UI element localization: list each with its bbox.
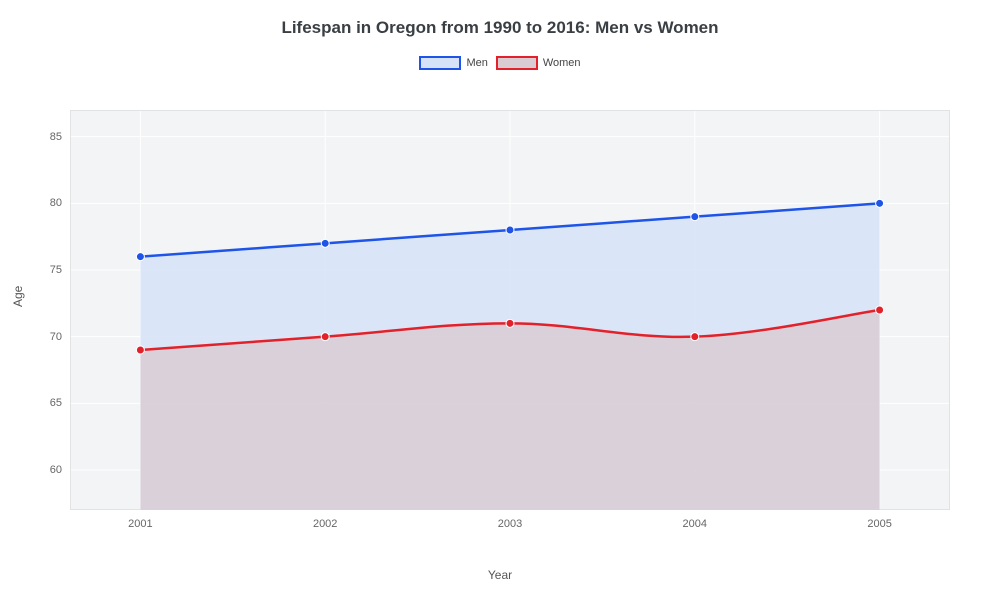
chart-container: Lifespan in Oregon from 1990 to 2016: Me… (0, 0, 1000, 600)
series-marker-1-3[interactable] (691, 333, 699, 341)
plot-svg (70, 110, 950, 510)
series-marker-0-2[interactable] (506, 226, 514, 234)
legend-item-women[interactable]: Women (496, 56, 581, 70)
y-tick-label: 80 (50, 197, 62, 209)
y-axis-label: Age (11, 286, 25, 307)
x-tick-label: 2003 (498, 518, 522, 530)
series-marker-1-2[interactable] (506, 319, 514, 327)
legend-swatch-women (496, 56, 538, 70)
x-axis-label: Year (488, 568, 512, 582)
series-marker-1-0[interactable] (136, 346, 144, 354)
legend-item-men[interactable]: Men (419, 56, 487, 70)
legend-label-women: Women (543, 57, 581, 69)
y-tick-label: 65 (50, 397, 62, 409)
legend: Men Women (0, 56, 1000, 70)
y-tick-label: 85 (50, 131, 62, 143)
series-marker-0-0[interactable] (136, 253, 144, 261)
chart-title: Lifespan in Oregon from 1990 to 2016: Me… (0, 0, 1000, 38)
series-marker-1-4[interactable] (876, 306, 884, 314)
series-marker-0-3[interactable] (691, 213, 699, 221)
legend-swatch-men (419, 56, 461, 70)
plot-area: 60657075808520012002200320042005 (70, 110, 950, 510)
y-tick-label: 70 (50, 331, 62, 343)
x-tick-label: 2001 (128, 518, 152, 530)
legend-label-men: Men (466, 57, 487, 69)
series-marker-1-1[interactable] (321, 333, 329, 341)
x-tick-label: 2002 (313, 518, 337, 530)
series-marker-0-1[interactable] (321, 239, 329, 247)
x-tick-label: 2005 (867, 518, 891, 530)
x-tick-label: 2004 (683, 518, 707, 530)
series-marker-0-4[interactable] (876, 199, 884, 207)
y-tick-label: 60 (50, 464, 62, 476)
y-tick-label: 75 (50, 264, 62, 276)
